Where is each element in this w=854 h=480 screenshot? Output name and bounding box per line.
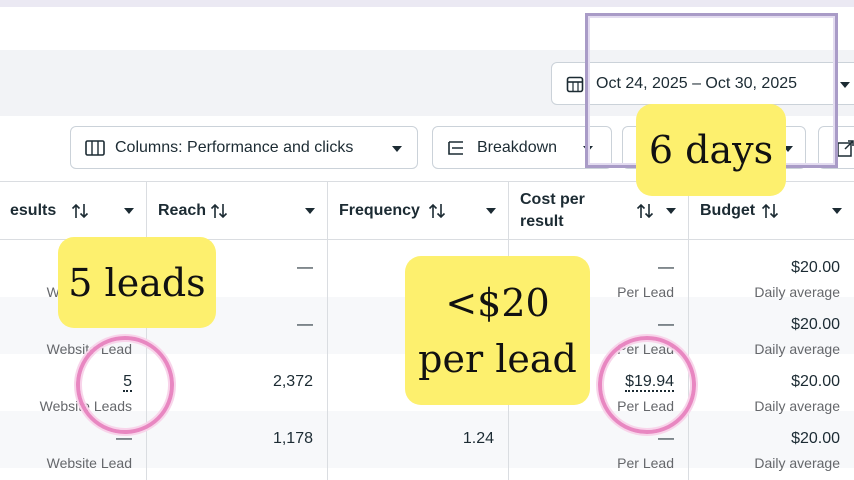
value-text: — [658, 316, 674, 333]
caret [124, 208, 134, 214]
date-range-button[interactable]: Oct 24, 2025 – Oct 30, 2025 [551, 62, 854, 105]
annotation-sticker: 6 days [636, 104, 786, 196]
calendar-icon [566, 76, 584, 93]
annotation-text: 6 days [648, 128, 774, 172]
cell-value: — [0, 430, 132, 448]
annotation-text: <$20 [445, 280, 550, 325]
sort-icon[interactable] [210, 203, 228, 219]
columns-icon [85, 140, 105, 156]
caret [486, 208, 496, 214]
cell-subtext: Per Lead [617, 455, 674, 471]
column-header[interactable]: Budget [700, 202, 756, 219]
highlight-circle [598, 336, 696, 434]
column-header[interactable]: esults [10, 202, 57, 219]
cell-value: 1,178 [146, 430, 313, 448]
cell-value: $20.00 [688, 430, 840, 448]
cell-subtext: Daily average [754, 455, 840, 471]
value-text: $20.00 [791, 430, 840, 447]
value-text: 1.24 [462, 430, 494, 447]
sort-icon[interactable] [71, 203, 89, 219]
cell-value: — [508, 259, 674, 277]
column-header[interactable]: Frequency [339, 202, 420, 219]
top-strip [0, 0, 854, 7]
breakdown-label: Breakdown [477, 138, 558, 156]
cell-subtext: Per Lead [617, 284, 674, 300]
sort-icon[interactable] [636, 203, 654, 219]
cell-value: $20.00 [688, 259, 840, 277]
column-divider [327, 181, 328, 480]
value-text: — [658, 259, 674, 276]
columns-label: Columns: Performance and clicks [115, 138, 354, 156]
caret [392, 146, 402, 152]
sort-icon[interactable] [428, 203, 446, 219]
cell-value: — [508, 316, 674, 334]
column-divider [688, 181, 689, 480]
caret [783, 146, 793, 152]
value-text: $20.00 [791, 373, 840, 390]
caret [840, 82, 850, 88]
column-divider [146, 181, 147, 480]
annotation-sticker: 5 leads [58, 237, 216, 328]
value-text: 1,178 [272, 430, 313, 447]
value-text: — [658, 430, 674, 447]
caret [305, 208, 315, 214]
value-text: $20.00 [791, 259, 840, 276]
date-range: Oct 24, 2025 – Oct 30, 2025 [596, 74, 798, 92]
value-text: — [116, 430, 132, 447]
annotation-text: per lead [418, 336, 577, 381]
column-header[interactable]: Reach [158, 202, 207, 219]
cell-value: $20.00 [688, 316, 840, 334]
column-header[interactable]: Cost per result [520, 191, 585, 230]
cell-value: — [508, 430, 674, 448]
highlight-circle [76, 336, 174, 434]
value-text: — [297, 316, 313, 333]
sort-icon[interactable] [761, 203, 779, 219]
cell-value: — [146, 259, 313, 277]
annotation-sticker: <$20 per lead [405, 256, 590, 405]
cell-value: 2,372 [146, 373, 313, 391]
export-icon [837, 140, 854, 157]
cell-subtext: Daily average [754, 284, 840, 300]
caret [583, 146, 593, 152]
cell-value: — [146, 316, 313, 334]
cell-subtext: Daily average [754, 341, 840, 357]
caret [666, 208, 676, 214]
value-text: 2,372 [272, 373, 313, 390]
cell-subtext: Website Lead [46, 455, 132, 471]
cell-subtext: Daily average [754, 398, 840, 414]
value-text: $20.00 [791, 316, 840, 333]
cell-value: 1.24 [327, 430, 494, 448]
value-text: — [297, 259, 313, 276]
columns-button[interactable]: Columns: Performance and clicks [70, 126, 418, 169]
annotation-text: 5 leads [68, 260, 206, 305]
caret [832, 208, 842, 214]
breakdown-button[interactable]: Breakdown [432, 126, 612, 169]
cell-value: $20.00 [688, 373, 840, 391]
breakdown-icon [448, 141, 463, 155]
